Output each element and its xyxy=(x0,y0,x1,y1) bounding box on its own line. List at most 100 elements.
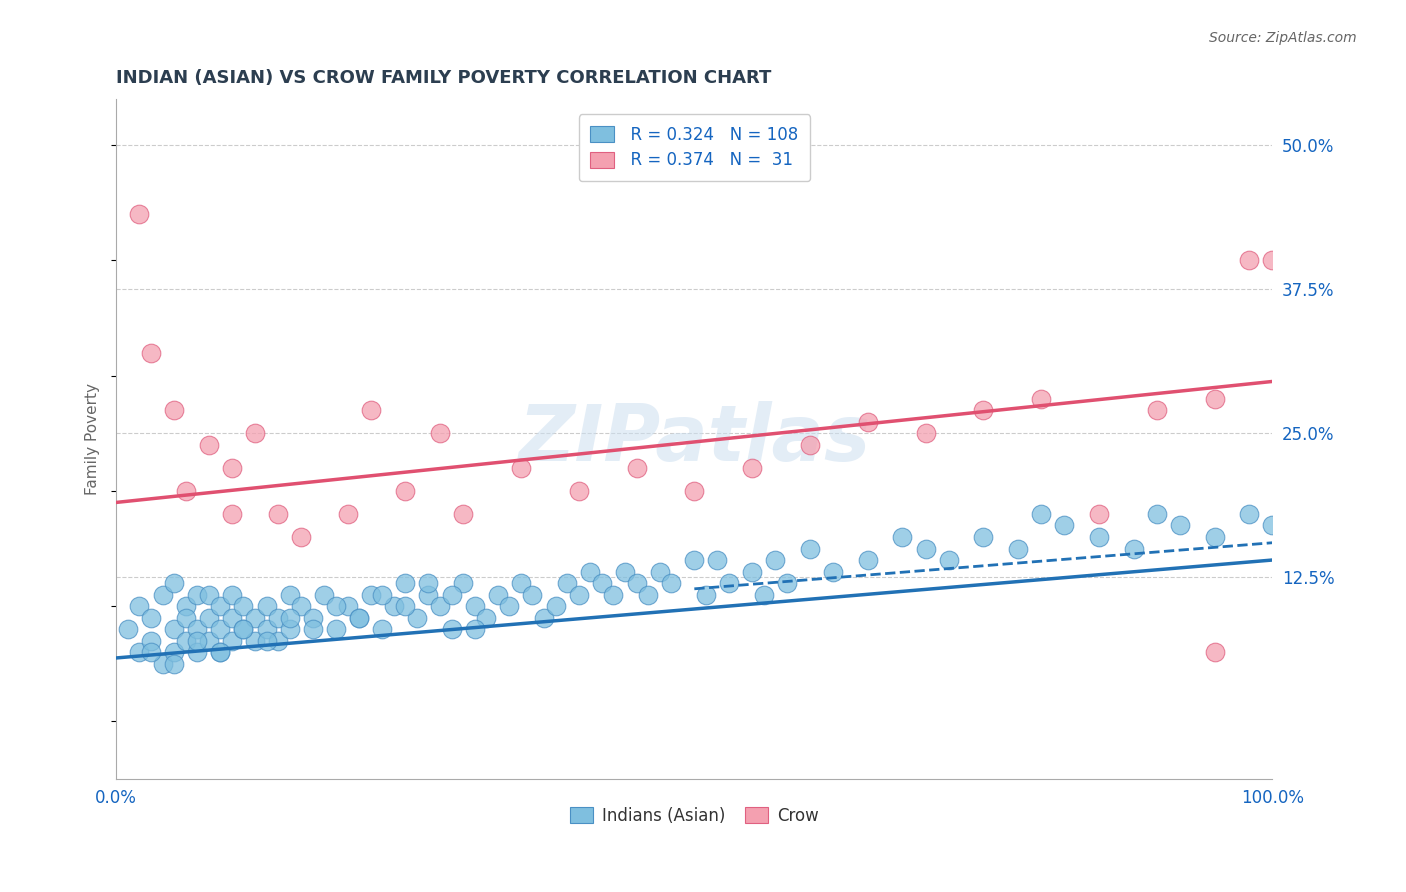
Point xyxy=(394,576,416,591)
Point xyxy=(659,576,682,591)
Point xyxy=(139,633,162,648)
Point xyxy=(799,541,821,556)
Point xyxy=(221,633,243,648)
Point xyxy=(186,622,208,636)
Point xyxy=(451,576,474,591)
Point xyxy=(371,622,394,636)
Point xyxy=(1122,541,1144,556)
Point xyxy=(914,541,936,556)
Point xyxy=(278,610,301,624)
Point xyxy=(209,645,232,659)
Point xyxy=(763,553,786,567)
Point xyxy=(555,576,578,591)
Point xyxy=(533,610,555,624)
Point xyxy=(152,588,174,602)
Point xyxy=(209,599,232,613)
Point xyxy=(336,507,359,521)
Point xyxy=(371,588,394,602)
Point xyxy=(1204,392,1226,406)
Point xyxy=(429,426,451,441)
Point xyxy=(325,622,347,636)
Point xyxy=(1168,518,1191,533)
Point xyxy=(197,438,219,452)
Point xyxy=(174,610,197,624)
Y-axis label: Family Poverty: Family Poverty xyxy=(86,383,100,495)
Point xyxy=(741,565,763,579)
Point xyxy=(139,645,162,659)
Point xyxy=(221,507,243,521)
Point xyxy=(278,622,301,636)
Point xyxy=(544,599,567,613)
Point xyxy=(856,553,879,567)
Point xyxy=(267,610,290,624)
Legend: Indians (Asian), Crow: Indians (Asian), Crow xyxy=(564,800,825,831)
Point xyxy=(1239,507,1261,521)
Point xyxy=(394,599,416,613)
Point xyxy=(301,610,323,624)
Point xyxy=(174,633,197,648)
Point xyxy=(314,588,336,602)
Point xyxy=(475,610,498,624)
Point xyxy=(128,207,150,221)
Point xyxy=(568,588,591,602)
Point xyxy=(1204,530,1226,544)
Point xyxy=(267,633,290,648)
Point xyxy=(197,633,219,648)
Point xyxy=(1007,541,1029,556)
Point xyxy=(972,530,994,544)
Point xyxy=(637,588,659,602)
Point xyxy=(163,576,186,591)
Point xyxy=(128,645,150,659)
Point xyxy=(648,565,671,579)
Point xyxy=(174,599,197,613)
Point xyxy=(278,588,301,602)
Point xyxy=(464,622,486,636)
Point xyxy=(163,403,186,417)
Point xyxy=(579,565,602,579)
Point xyxy=(799,438,821,452)
Point xyxy=(128,599,150,613)
Point xyxy=(256,599,278,613)
Point xyxy=(856,415,879,429)
Point xyxy=(752,588,775,602)
Point xyxy=(568,483,591,498)
Point xyxy=(243,426,266,441)
Point xyxy=(405,610,427,624)
Point xyxy=(139,345,162,359)
Point xyxy=(186,588,208,602)
Point xyxy=(418,588,440,602)
Point xyxy=(197,610,219,624)
Point xyxy=(1204,645,1226,659)
Point xyxy=(614,565,637,579)
Point xyxy=(290,530,312,544)
Point xyxy=(174,483,197,498)
Point xyxy=(232,622,254,636)
Point xyxy=(382,599,405,613)
Point xyxy=(221,461,243,475)
Point xyxy=(360,403,382,417)
Point xyxy=(695,588,717,602)
Point xyxy=(267,507,290,521)
Point xyxy=(626,576,648,591)
Point xyxy=(347,610,370,624)
Point xyxy=(718,576,741,591)
Point xyxy=(163,622,186,636)
Point xyxy=(602,588,624,602)
Point xyxy=(591,576,613,591)
Point xyxy=(209,645,232,659)
Point xyxy=(232,622,254,636)
Point xyxy=(186,645,208,659)
Point xyxy=(706,553,728,567)
Point xyxy=(451,507,474,521)
Point xyxy=(776,576,799,591)
Point xyxy=(117,622,139,636)
Point xyxy=(301,622,323,636)
Point xyxy=(891,530,914,544)
Point xyxy=(1031,392,1053,406)
Point xyxy=(1239,253,1261,268)
Point xyxy=(938,553,960,567)
Point xyxy=(486,588,509,602)
Point xyxy=(209,622,232,636)
Text: ZIPatlas: ZIPatlas xyxy=(519,401,870,477)
Point xyxy=(509,576,531,591)
